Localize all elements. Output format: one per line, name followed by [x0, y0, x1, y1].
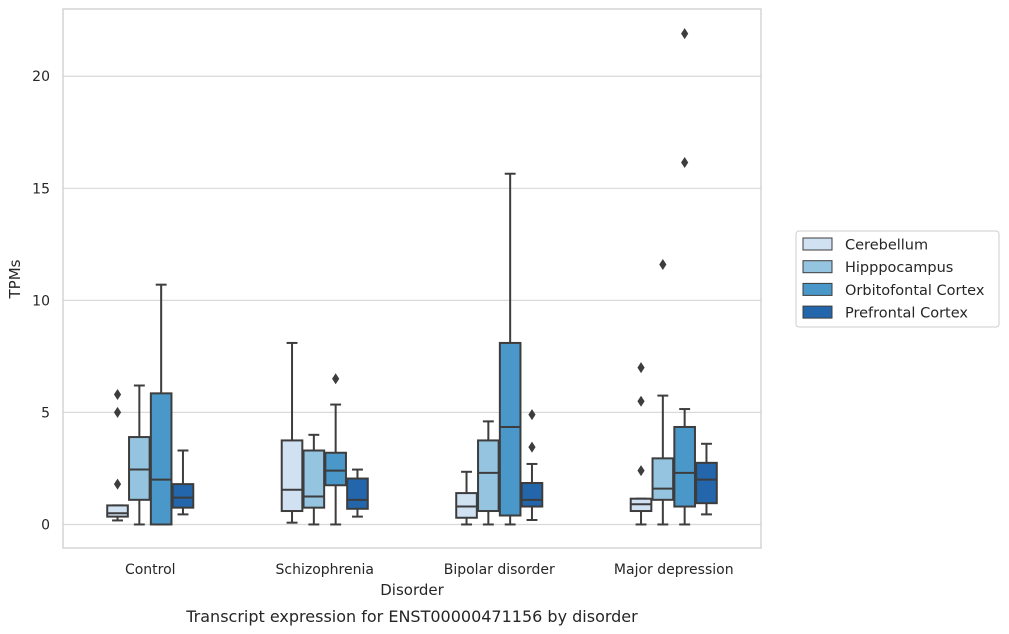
chart-caption: Transcript expression for ENST0000047115…: [185, 607, 638, 626]
y-tick-label: 0: [41, 517, 50, 533]
outlier-point: [659, 258, 667, 270]
box-prefrontal-cortex: [695, 442, 718, 516]
plot-frame: [62, 8, 762, 549]
box-orbitofontal-cortex: [673, 28, 696, 526]
x-tick-labels: Control Schizophrenia Bipolar disorder Majo…: [125, 562, 734, 578]
iqr-box: [324, 451, 347, 487]
iqr-box: [520, 482, 544, 508]
outlier-point: [637, 362, 645, 374]
x-tick-label: Schizophrenia: [276, 562, 374, 578]
legend-label: Prefrontal Cortex: [845, 306, 968, 322]
box-hipppocampus: [128, 384, 151, 526]
outlier-point: [681, 28, 689, 40]
box-cerebellum: [455, 470, 478, 526]
legend-label: Orbitofontal Cortex: [845, 283, 985, 299]
y-tick-labels: 0 5 10 15 20: [32, 69, 50, 533]
legend-label: Hipppocampus: [845, 260, 953, 276]
legend-swatch: [802, 260, 833, 274]
y-tick-label: 5: [41, 405, 50, 421]
box-cerebellum: [629, 362, 653, 526]
outlier-point: [528, 441, 536, 453]
legend-frame: [795, 230, 1000, 328]
iqr-box: [280, 439, 304, 513]
iqr-box: [149, 392, 173, 526]
box-prefrontal-cortex: [171, 449, 195, 516]
box-prefrontal-cortex: [520, 409, 544, 521]
iqr-box: [673, 425, 696, 508]
box-orbitofontal-cortex: [498, 172, 522, 526]
y-tick-label: 20: [32, 69, 50, 85]
legend-label: Cerebellum: [845, 238, 928, 254]
box-orbitofontal-cortex: [324, 373, 347, 526]
y-axis-label: TPMs: [6, 259, 24, 299]
outlier-point: [113, 388, 122, 400]
box-hipppocampus: [302, 433, 326, 526]
legend-swatch: [802, 305, 833, 319]
iqr-box: [477, 439, 500, 513]
iqr-box: [455, 492, 478, 519]
outlier-point: [681, 157, 689, 169]
x-axis-label: Disorder: [380, 581, 444, 599]
x-tick-label: Bipolar disorder: [444, 562, 555, 578]
box-cerebellum: [106, 388, 129, 522]
outlier-point: [113, 478, 122, 490]
legend: Cerebellum Hipppocampus Orbitofontal Corte…: [795, 230, 1000, 328]
x-tick-label: Major depression: [614, 562, 734, 578]
legend-swatch: [802, 282, 833, 296]
iqr-box: [128, 436, 151, 501]
outlier-point: [113, 406, 122, 418]
iqr-box: [171, 483, 195, 509]
iqr-box: [346, 477, 369, 510]
outlier-point: [332, 373, 340, 385]
legend-swatch: [802, 237, 833, 251]
box-hipppocampus: [651, 258, 675, 526]
box-cerebellum: [280, 341, 304, 524]
boxes: [106, 28, 718, 526]
iqr-box: [695, 461, 718, 505]
iqr-box: [651, 457, 675, 501]
box-orbitofontal-cortex: [149, 283, 173, 526]
y-tick-label: 10: [32, 293, 50, 309]
outlier-point: [528, 409, 536, 421]
y-tick-label: 15: [32, 181, 50, 197]
iqr-box: [498, 341, 522, 517]
box-prefrontal-cortex: [346, 468, 369, 518]
iqr-box: [106, 504, 129, 518]
x-tick-label: Control: [125, 562, 176, 578]
outlier-point: [637, 465, 645, 477]
outlier-point: [637, 395, 645, 407]
box-hipppocampus: [477, 420, 500, 526]
iqr-box: [302, 449, 326, 509]
